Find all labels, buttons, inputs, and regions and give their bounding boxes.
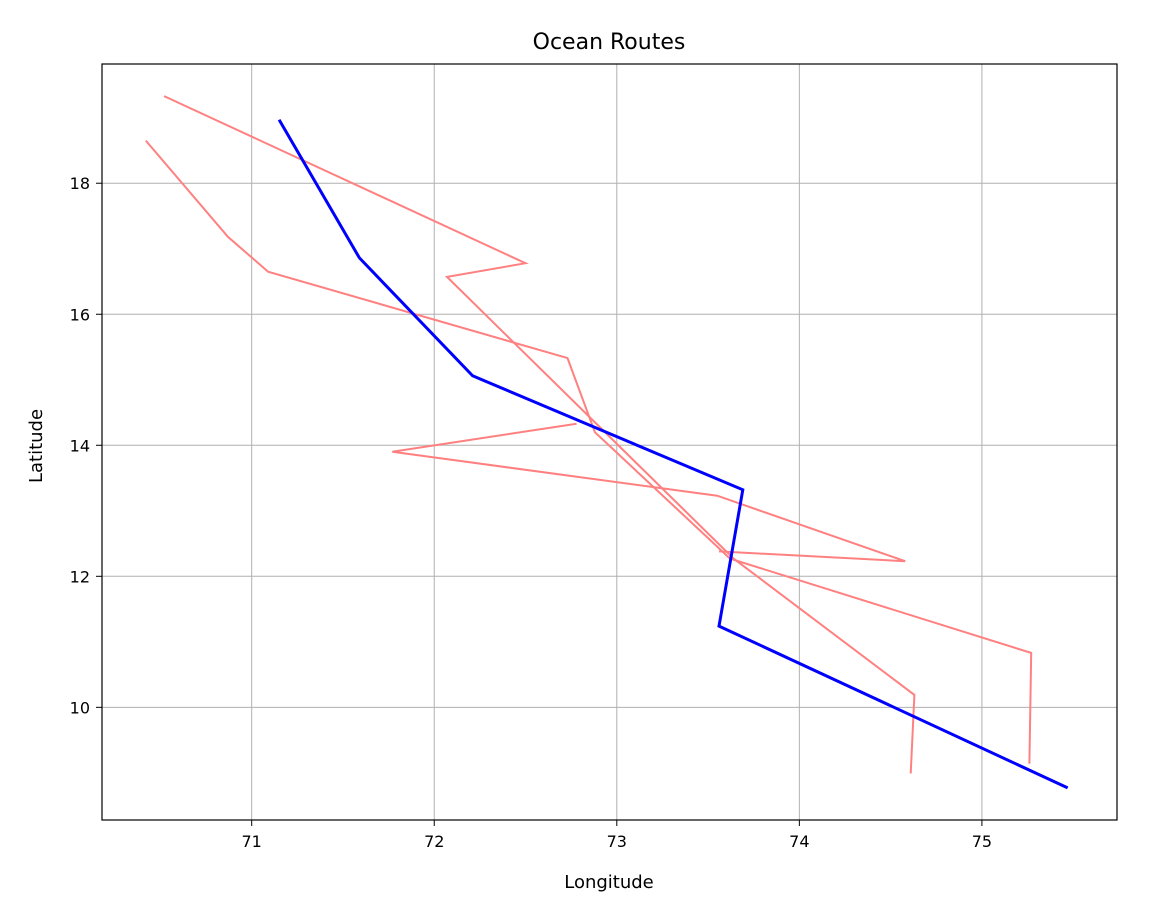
route-line-3 xyxy=(392,422,906,563)
series-lines xyxy=(145,95,1069,790)
grid-lines xyxy=(102,64,1117,820)
y-tick-label: 16 xyxy=(70,305,90,324)
x-tick-label: 72 xyxy=(424,832,444,851)
x-axis-label: Longitude xyxy=(564,872,654,893)
x-tick-label: 74 xyxy=(789,832,809,851)
x-tick-label: 75 xyxy=(972,832,992,851)
route-line-1 xyxy=(163,95,916,774)
route-line-4 xyxy=(277,118,1069,790)
y-axis-label: Latitude xyxy=(26,409,47,483)
x-tick-label: 71 xyxy=(242,832,262,851)
y-tick-label: 14 xyxy=(70,436,90,455)
route-line-2 xyxy=(145,139,1033,764)
plot-area-frame xyxy=(101,63,1118,821)
axis-ticks: 71 72 73 74 75 10 12 14 16 18 xyxy=(70,174,992,851)
y-tick-label: 12 xyxy=(70,567,90,586)
y-tick-label: 10 xyxy=(70,698,90,717)
y-tick-label: 18 xyxy=(70,174,90,193)
chart-title: Ocean Routes xyxy=(533,30,686,55)
x-tick-label: 73 xyxy=(607,832,627,851)
